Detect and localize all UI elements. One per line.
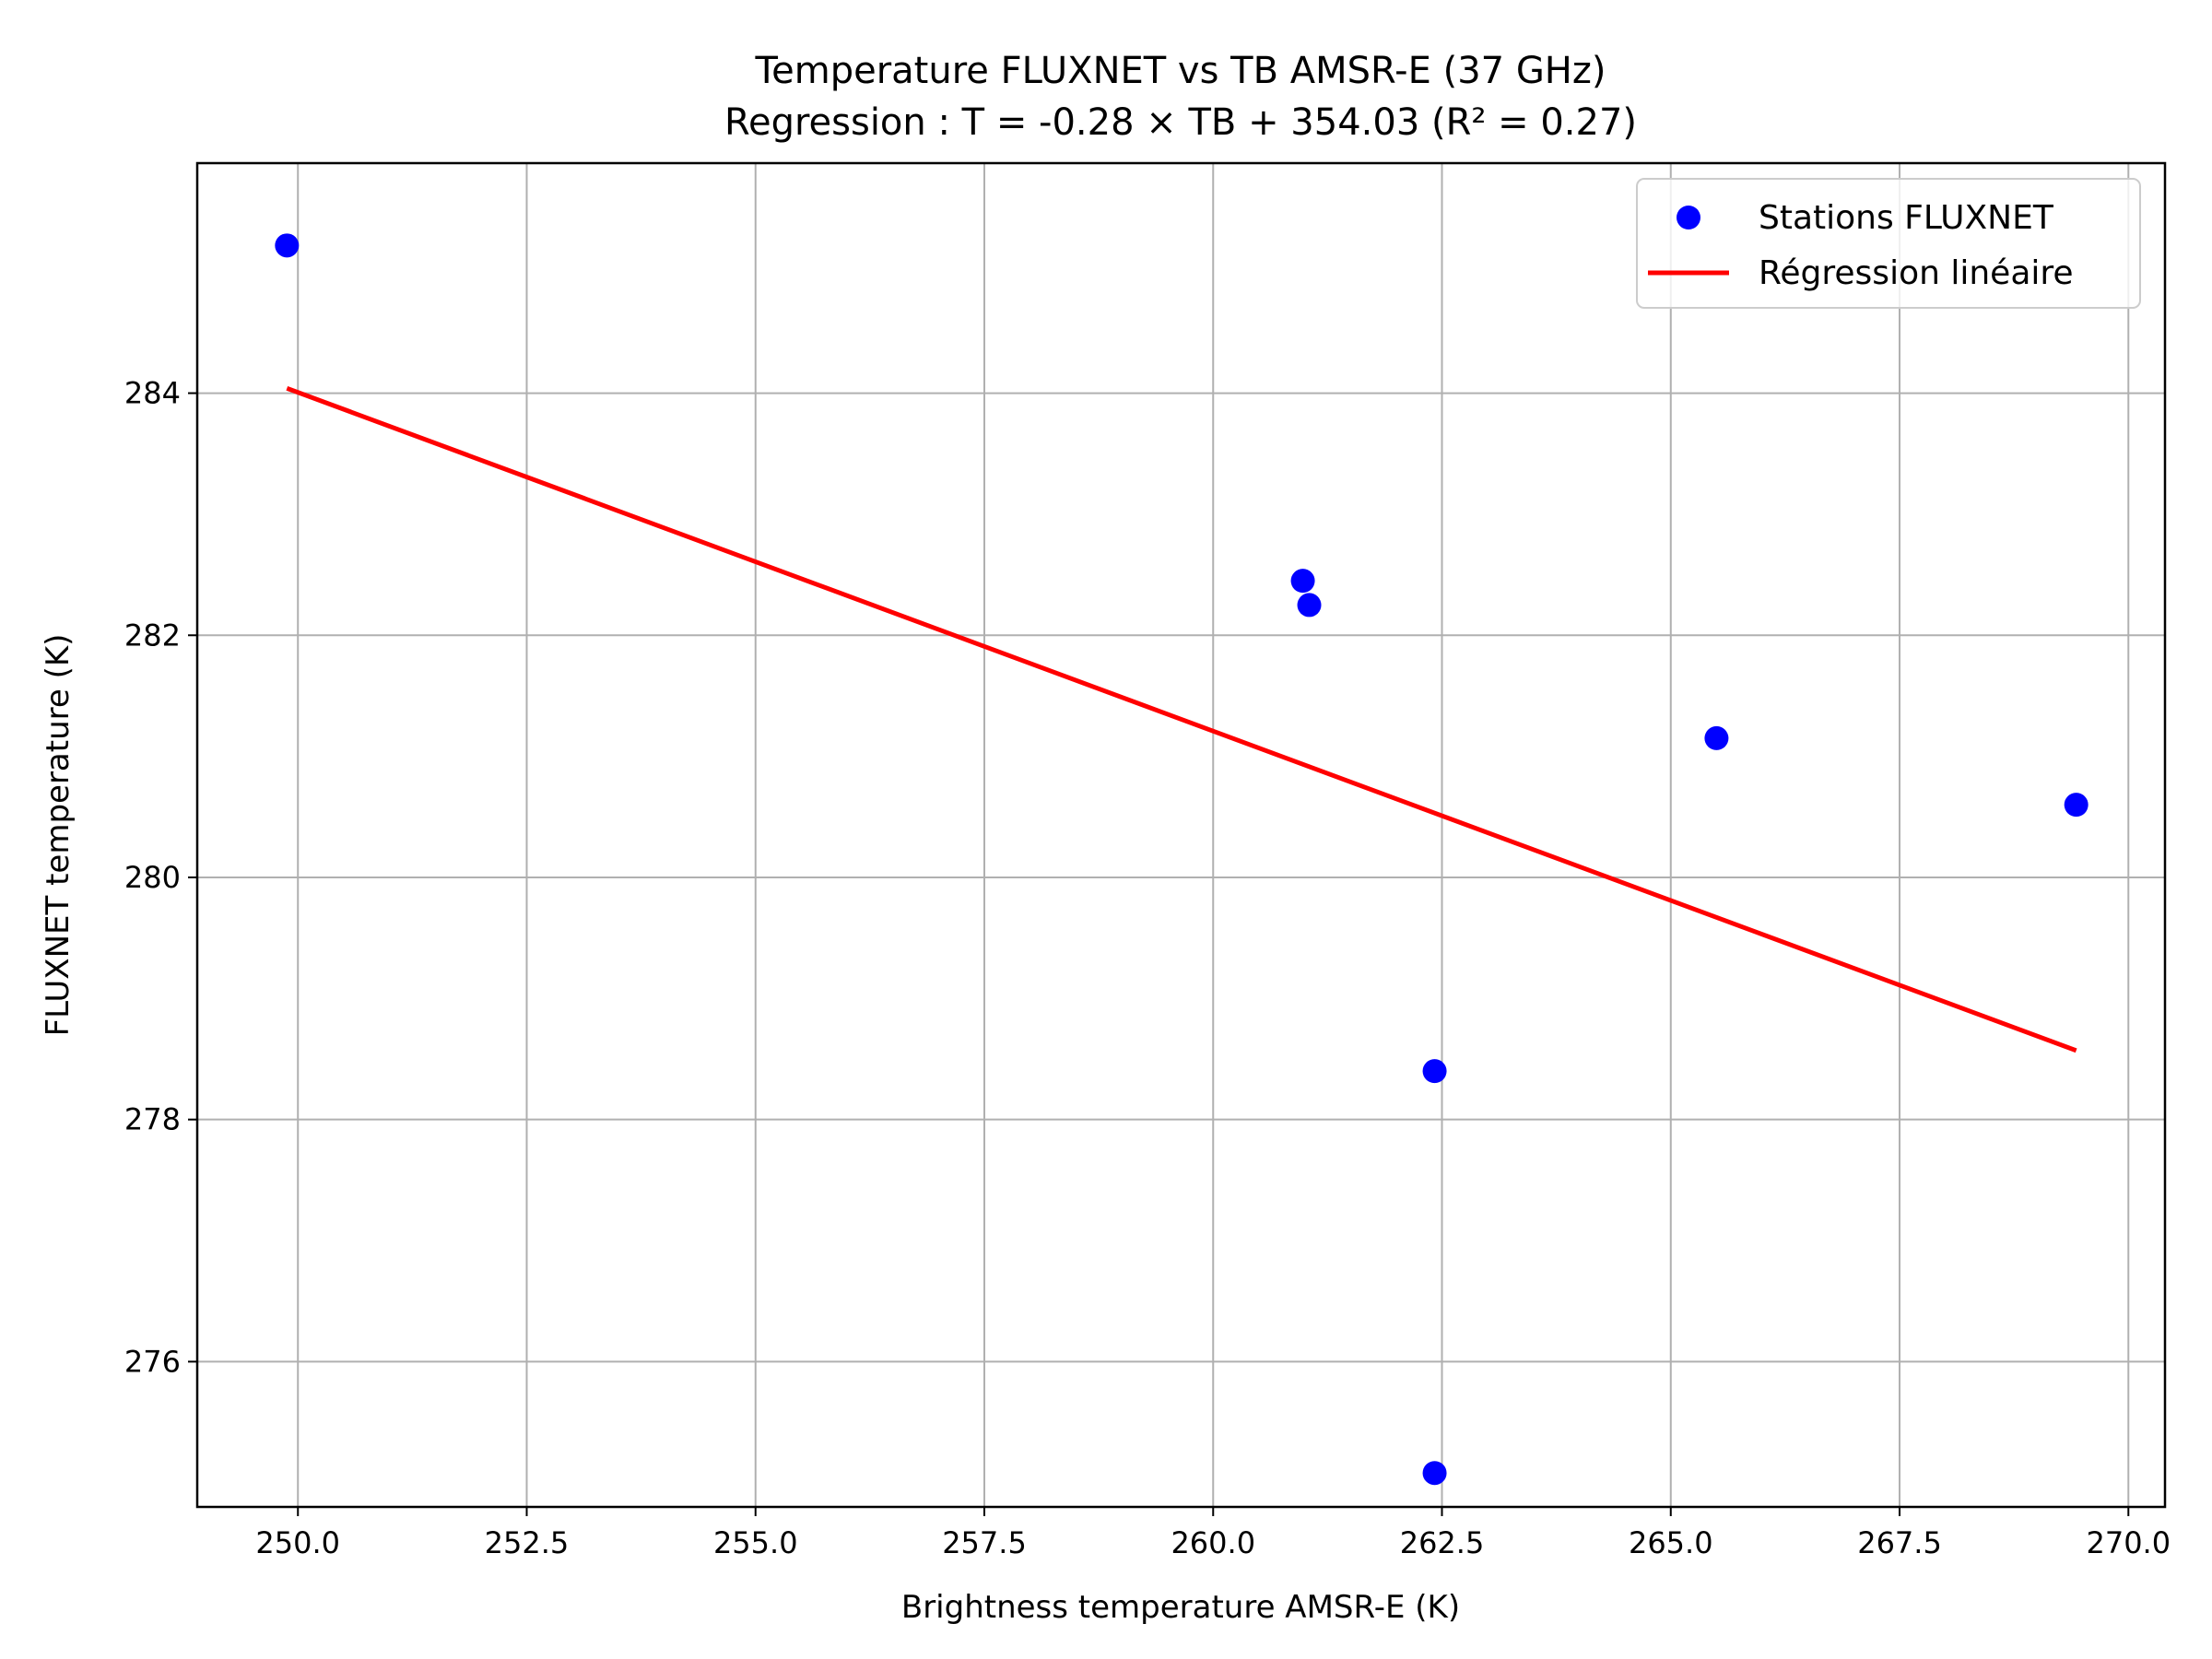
- chart-subtitle: Regression : T = -0.28 × TB + 354.03 (R²…: [724, 101, 1637, 144]
- x-tick-label: 262.5: [1400, 1525, 1485, 1560]
- y-tick-label: 278: [124, 1102, 181, 1137]
- x-tick-label: 260.0: [1171, 1525, 1255, 1560]
- x-tick-label: 252.5: [485, 1525, 570, 1560]
- station-point: [1290, 569, 1315, 594]
- plot-frame: [195, 161, 2167, 1509]
- legend: Stations FLUXNET Régression linéaire: [1636, 178, 2141, 309]
- station-point: [1704, 725, 1729, 750]
- y-tick-label: 280: [124, 860, 181, 895]
- x-tick-label: 257.5: [942, 1525, 1027, 1560]
- y-tick-label: 284: [124, 376, 181, 411]
- legend-marker-stations: [1677, 206, 1700, 229]
- y-tick-label: 276: [124, 1344, 181, 1379]
- legend-label-stations: Stations FLUXNET: [1759, 199, 2054, 237]
- x-tick-label: 270.0: [2086, 1525, 2171, 1560]
- data-points: [275, 233, 2088, 1486]
- station-point: [1422, 1059, 1447, 1084]
- x-tick-label: 265.0: [1629, 1525, 1713, 1560]
- x-axis-label: Brightness temperature AMSR-E (K): [901, 1589, 1460, 1626]
- axis-ticks: 250.0 252.5 255.0 257.5 260.0 262.5 265.0 267.5…: [124, 376, 2171, 1560]
- x-tick-label: 250.0: [255, 1525, 340, 1560]
- x-tick-label: 267.5: [1857, 1525, 1942, 1560]
- station-point: [1297, 593, 1322, 618]
- y-tick-label: 282: [124, 618, 181, 653]
- y-axis-label: FLUXNET temperature (K): [40, 634, 76, 1037]
- station-point: [275, 233, 300, 258]
- legend-label-regression: Régression linéaire: [1759, 254, 2074, 292]
- chart-title: Temperature FLUXNET vs TB AMSR-E (37 GHz…: [755, 50, 1606, 92]
- station-point: [2064, 793, 2088, 818]
- legend-box: [1636, 178, 2141, 309]
- regression-line-layer: [286, 385, 2077, 1053]
- x-tick-label: 255.0: [713, 1525, 798, 1560]
- station-point: [1422, 1461, 1447, 1486]
- regression-line: [286, 385, 2077, 1053]
- grid-lines: [197, 163, 2165, 1507]
